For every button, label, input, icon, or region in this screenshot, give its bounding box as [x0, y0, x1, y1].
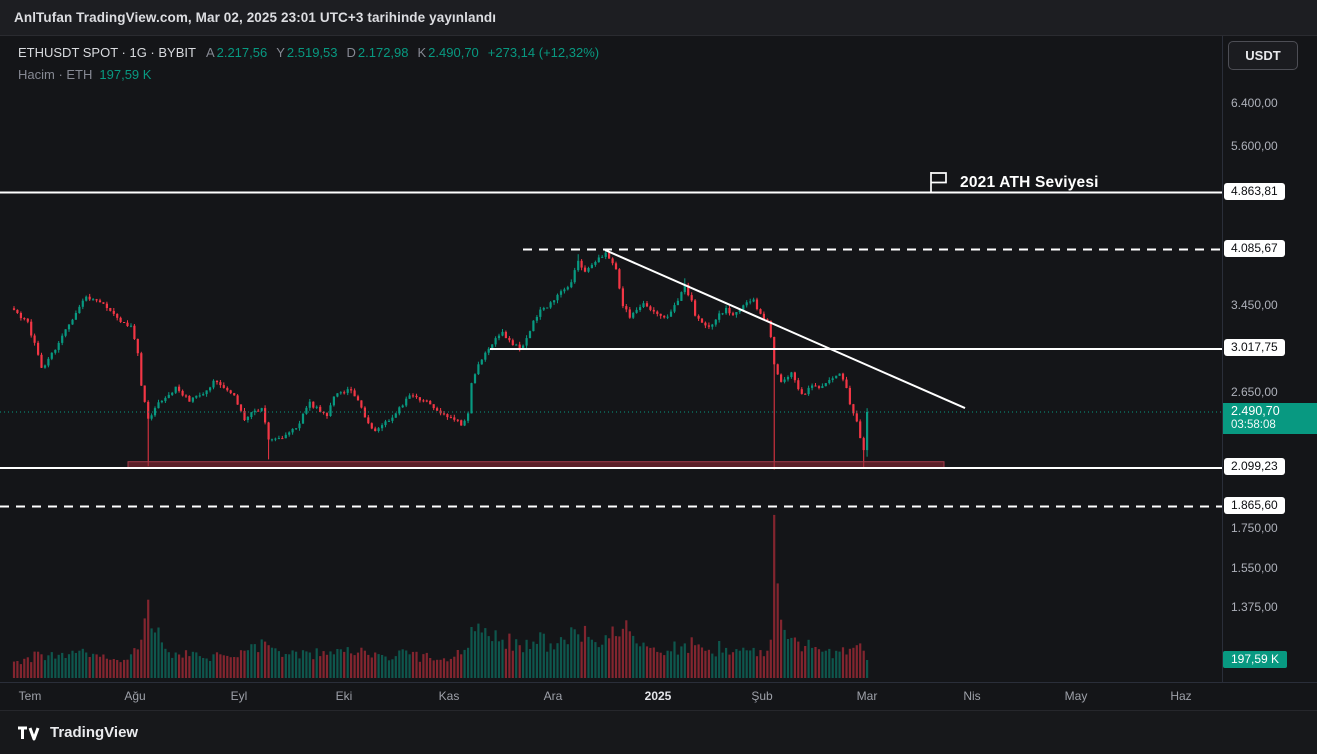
time-tick-label: Kas — [438, 689, 460, 703]
symbol-title[interactable]: ETHUSDT SPOT · 1G · BYBIT — [18, 45, 196, 60]
price-level-label: 2.099,23 — [1224, 458, 1285, 475]
price-level-label: 4.863,81 — [1224, 182, 1285, 200]
ohlc-key: K — [417, 45, 427, 60]
time-axis[interactable]: Tem Ağu Eyl Eki Kas Ara 2025 Şub Mar Nis May Haz — [0, 682, 1317, 710]
tradingview-logo-icon[interactable] — [16, 724, 42, 742]
time-tick-label: Ara — [543, 689, 563, 703]
symbol-legend: ETHUSDT SPOT · 1G · BYBIT A 2.217,56 Y 2.51… — [18, 45, 599, 82]
time-tick-label: Nis — [963, 689, 981, 703]
time-tick-label: Ağu — [124, 689, 146, 703]
volume-axis-label: 197,59 K — [1223, 651, 1288, 668]
publish-banner: AnlTufan TradingView.com, Mar 02, 2025 2… — [0, 0, 1317, 36]
price-tick-label: 3.450,00 — [1231, 298, 1278, 313]
tradingview-brand[interactable]: TradingView — [50, 724, 139, 741]
price-tick-label: 1.375,00 — [1231, 599, 1278, 614]
candlestick-series — [12, 249, 869, 470]
price-level-label: 4.085,67 — [1224, 239, 1285, 257]
price-tick-label: 1.550,00 — [1231, 560, 1278, 575]
bar-countdown: 03:58:08 — [1231, 419, 1276, 431]
time-tick-label: Mar — [856, 689, 878, 703]
price-tick-label: 2.650,00 — [1231, 384, 1278, 399]
volume-label: Hacim · ETH — [18, 67, 93, 82]
legend-main-row: ETHUSDT SPOT · 1G · BYBIT A 2.217,56 Y 2.51… — [18, 45, 599, 60]
ohlc-value: 2.490,70 — [428, 45, 479, 60]
last-price-label: 2.490,70 03:58:08 — [1223, 403, 1317, 434]
price-level-label: 1.865,60 — [1224, 496, 1285, 514]
price-tick-label: 6.400,00 — [1231, 95, 1278, 110]
ohlc-value: 2.172,98 — [357, 45, 409, 60]
ohlc-values: A 2.217,56 Y 2.519,53 D 2.172,98 K 2.490,70 — [206, 45, 488, 60]
descending-trendline[interactable] — [604, 249, 966, 410]
chart-area: 2021 ATH Seviyesi ETHUSDT SPOT · 1G · BY… — [0, 36, 1317, 710]
footer-bar: TradingView — [0, 710, 1317, 754]
price-tick-label: 5.600,00 — [1231, 139, 1278, 154]
last-price-value: 2.490,70 — [1231, 404, 1280, 418]
price-change: +273,14 (+12,32%) — [487, 45, 600, 60]
price-tick-label: 1.750,00 — [1231, 520, 1278, 535]
time-tick-label: Haz — [1170, 689, 1192, 703]
volume-series — [12, 514, 869, 678]
currency-toggle-button[interactable]: USDT — [1228, 41, 1298, 70]
time-tick-label: Eki — [335, 689, 353, 703]
time-tick-label: May — [1064, 689, 1088, 703]
publish-banner-text: AnlTufan TradingView.com, Mar 02, 2025 2… — [14, 10, 497, 25]
price-level-label: 3.017,75 — [1224, 339, 1285, 356]
time-tick-label: Şub — [751, 689, 773, 703]
price-chart[interactable]: 2021 ATH Seviyesi — [0, 36, 1222, 682]
time-tick-label: Tem — [18, 689, 42, 703]
ohlc-value: 2.519,53 — [286, 45, 338, 60]
ohlc-key: D — [346, 45, 356, 60]
time-tick-label: 2025 — [644, 689, 672, 703]
ath-flag-annotation[interactable]: 2021 ATH Seviyesi — [930, 172, 1099, 192]
volume-value: 197,59 K — [99, 67, 152, 82]
time-tick-label: Eyl — [230, 689, 248, 703]
ath-label: 2021 ATH Seviyesi — [960, 174, 1099, 191]
ohlc-key: A — [205, 45, 215, 60]
flag-icon — [930, 172, 947, 192]
price-axis[interactable]: 6.400,00 5.600,00 3.450,00 2.650,00 1.750,00… — [1222, 36, 1317, 682]
ohlc-value: 2.217,56 — [216, 45, 268, 60]
price-levels[interactable] — [0, 191, 1222, 508]
ohlc-key: Y — [276, 45, 285, 60]
legend-volume-row: Hacim · ETH 197,59 K — [18, 67, 599, 82]
